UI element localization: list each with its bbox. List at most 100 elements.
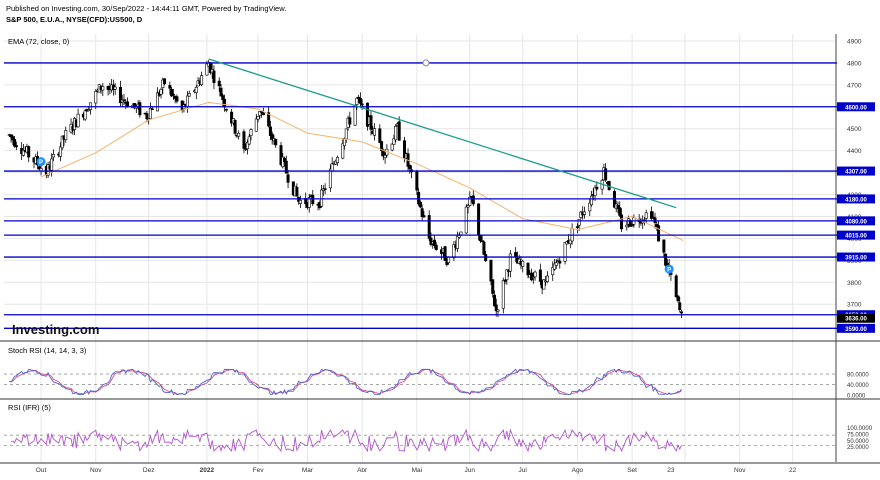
candle-body <box>170 88 174 97</box>
candle-body <box>554 262 558 266</box>
price-level-label: 4015.00 <box>845 234 867 240</box>
candle-body <box>582 211 586 215</box>
candle-body <box>9 134 13 138</box>
candle-body <box>270 133 274 140</box>
candle-body <box>171 93 175 96</box>
candle-body <box>604 168 608 181</box>
candle-body <box>205 63 209 76</box>
candle-body <box>217 80 221 87</box>
x-axis-label: Jul <box>519 467 528 474</box>
candle-body <box>489 259 493 282</box>
candle-body <box>145 113 149 120</box>
candle-body <box>113 86 117 90</box>
candle-body <box>657 225 661 242</box>
candle-body <box>357 96 361 99</box>
candle-body <box>644 212 648 219</box>
candle-body <box>343 137 347 147</box>
candle-body <box>650 211 654 219</box>
candle-body <box>37 166 41 170</box>
candle-body <box>258 111 262 116</box>
candle-body <box>94 91 98 104</box>
candle-body <box>492 294 496 307</box>
rsi-tick-label: 50.0000 <box>847 439 869 445</box>
stoch-tick-label: 40.0000 <box>847 383 869 389</box>
candle-body <box>155 92 159 112</box>
candle-body <box>575 226 579 228</box>
candle-body <box>194 87 198 93</box>
stoch-tick-label: 0.0000 <box>847 394 866 400</box>
candle-body <box>417 191 421 205</box>
price-tick-label: 4900 <box>847 38 862 45</box>
stoch-rsi-title: Stoch RSI (14, 14, 3, 3) <box>8 346 87 355</box>
candle-body <box>101 86 105 91</box>
x-axis-label: Nov <box>734 467 746 474</box>
candle-body <box>295 187 299 197</box>
candle-body <box>593 186 597 196</box>
candle-body <box>245 141 249 150</box>
candle-body <box>577 218 581 226</box>
candle-body <box>247 136 251 145</box>
candle-body <box>530 272 534 281</box>
candle-body <box>323 188 327 190</box>
candle-body <box>394 126 398 141</box>
candle-body <box>383 155 387 159</box>
price-level-tag <box>837 230 875 240</box>
candle-body <box>106 86 110 90</box>
x-axis-label: Abr <box>357 467 368 474</box>
candle-body <box>126 101 130 107</box>
candle-body <box>508 253 512 272</box>
candle-body <box>298 199 302 204</box>
p-marker-label: P <box>667 267 671 273</box>
candle-body <box>482 241 486 255</box>
candle-body <box>118 86 122 104</box>
candle-body <box>427 215 431 239</box>
candle-body <box>505 269 509 281</box>
candle-body <box>344 128 348 140</box>
candle-body <box>491 279 495 294</box>
candle-body <box>459 231 463 236</box>
p-marker-icon <box>664 264 674 274</box>
candle-body <box>230 111 234 124</box>
investing-watermark: Investing.com <box>12 322 99 337</box>
price-tick-label: 3700 <box>847 302 862 309</box>
candle-body <box>380 141 384 152</box>
candle-body <box>403 140 407 159</box>
candle-body <box>122 99 126 102</box>
candle-body <box>76 113 80 128</box>
candle-body <box>223 98 227 108</box>
candle-body <box>429 237 433 245</box>
candle-body <box>365 102 369 127</box>
candle-body <box>678 302 682 311</box>
x-axis-label: Jun <box>465 467 476 474</box>
rsi-tick-label: 75.0000 <box>847 432 869 438</box>
candle-body <box>267 112 271 127</box>
candle-body <box>279 145 283 165</box>
candle-body <box>630 224 634 227</box>
price-level-tag <box>837 323 875 333</box>
candle-body <box>496 309 500 312</box>
x-axis-label: Fev <box>253 467 265 474</box>
candle-body <box>224 108 228 111</box>
candle-body <box>434 244 438 250</box>
candle-body <box>159 89 163 95</box>
candle-body <box>369 115 373 130</box>
price-level-tag <box>837 252 875 262</box>
candle-body <box>11 136 15 141</box>
candle-body <box>328 168 332 189</box>
x-axis-label: Nov <box>90 467 102 474</box>
candle-body <box>514 252 518 258</box>
candle-body <box>268 126 272 136</box>
candle-body <box>501 279 505 309</box>
candle-body <box>14 145 18 148</box>
ema-indicator-label: EMA (72, close, 0) <box>8 37 70 46</box>
last-price-label: 3636.00 <box>845 317 867 323</box>
candle-body <box>418 201 422 208</box>
candle-body <box>551 267 555 275</box>
x-axis-label: Ago <box>572 467 584 474</box>
price-level-label: 3590.00 <box>845 327 867 333</box>
candle-body <box>588 202 592 212</box>
candle-body <box>526 262 530 276</box>
price-level-label: 4600.00 <box>845 105 867 111</box>
candle-body <box>378 128 382 143</box>
